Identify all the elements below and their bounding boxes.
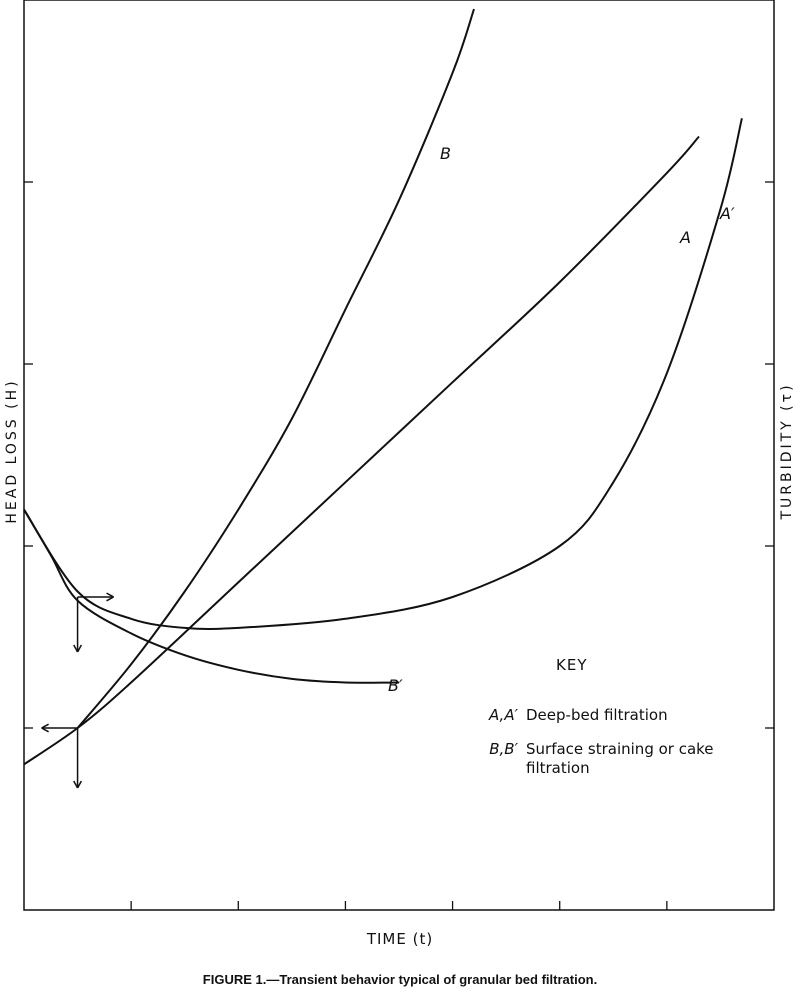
series-a-line	[23, 135, 700, 766]
arrow-head	[41, 727, 49, 733]
figure-caption: FIGURE 1.—Transient behavior typical of …	[202, 972, 598, 987]
key-symbol: B,B′	[489, 740, 518, 758]
key-symbol: A,A′	[489, 706, 518, 724]
key-title: KEY	[556, 656, 588, 674]
x-axis-label: TIME (t)	[366, 930, 434, 948]
head-loss-axis-arrow	[41, 723, 78, 733]
series-label-a: A	[680, 228, 691, 247]
key-entry-deep-bed: A,A′ Deep-bed filtration	[478, 706, 726, 725]
turbidity-axis-arrow	[77, 592, 114, 602]
series-b-line	[76, 8, 475, 729]
arrow-head	[106, 592, 114, 598]
arrow-head	[73, 644, 79, 653]
key-text: Surface straining or cake filtration	[526, 740, 714, 777]
axis-arrows	[41, 592, 114, 789]
key-text: Deep-bed filtration	[526, 706, 668, 724]
series-label-b-prime: B′	[388, 676, 403, 695]
curves	[23, 8, 743, 766]
arrow-head	[41, 723, 49, 729]
arrow-head	[73, 780, 79, 789]
series-a-prime-line	[23, 118, 743, 631]
key-entry-surface-straining: B,B′ Surface straining or cake filtratio…	[478, 740, 726, 778]
turbidity-time-arrow	[73, 596, 83, 653]
arrow-head	[76, 780, 83, 789]
series-label-b: B	[440, 144, 451, 163]
series-b-prime-line	[23, 509, 400, 684]
axis-ticks	[24, 181, 774, 910]
arrow-head	[76, 644, 83, 653]
series-label-a-prime: A′	[720, 204, 735, 223]
y-axis-left-label: HEAD LOSS (H)	[4, 378, 20, 524]
y-axis-right-label: TURBIDITY (τ)	[779, 382, 795, 520]
plot-frame	[23, 0, 775, 911]
head-loss-time-arrow	[73, 728, 83, 789]
arrow-head	[106, 596, 114, 602]
